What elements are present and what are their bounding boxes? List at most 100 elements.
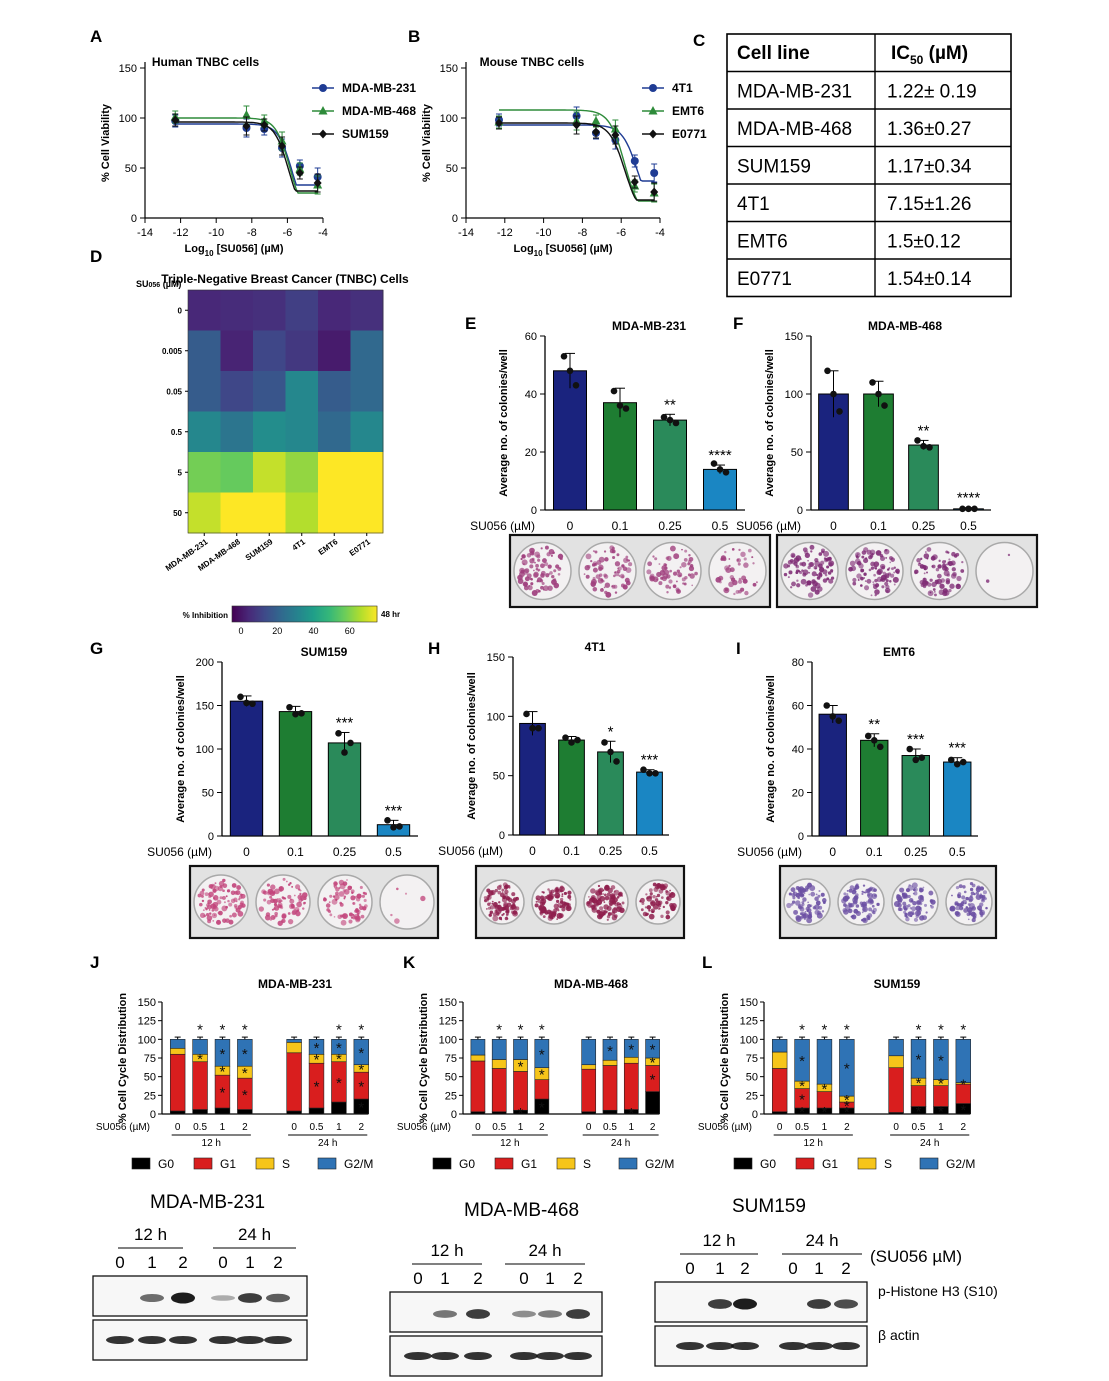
replicate-point [722, 469, 730, 476]
legend-label: G1 [220, 1157, 236, 1171]
legend-swatch [919, 1157, 939, 1170]
table-border [726, 33, 1012, 298]
colorbar-segment [369, 606, 371, 622]
colorbar-segment [350, 606, 352, 622]
colony [789, 892, 792, 896]
significance: * [242, 1021, 248, 1038]
segment-G0 [491, 1111, 507, 1115]
colony [560, 885, 564, 890]
replicate-point [875, 390, 882, 398]
chart-G: SUM159 0 50 100 150 200 Average no. of colonie… [147, 645, 440, 940]
colony [273, 916, 276, 919]
colony [796, 579, 799, 582]
colony [585, 574, 590, 579]
colony [592, 576, 596, 580]
colony [343, 889, 350, 895]
colony [864, 580, 867, 582]
colorbar-segment [263, 606, 265, 622]
colony [542, 588, 545, 591]
legend-label: G0 [459, 1157, 475, 1171]
blot-dose-label: (SU056 µM) [870, 1247, 962, 1266]
colony [889, 561, 892, 564]
colony [965, 896, 969, 901]
y-axis-label: Average no. of colonies/well [764, 349, 776, 497]
colony [612, 555, 616, 560]
replicate-point [610, 387, 618, 395]
colony [291, 885, 294, 888]
x-axis-label: SU056 (µM) [96, 1122, 150, 1133]
colorbar-tick: 60 [345, 626, 355, 636]
colony [971, 907, 974, 910]
colony [552, 911, 557, 916]
panel-label-L: L [702, 953, 712, 972]
x-tick-label: 1 [938, 1122, 944, 1133]
colony [795, 914, 801, 921]
colorbar-segment [330, 606, 332, 622]
colony [556, 918, 558, 920]
colorbar-segment [287, 606, 289, 622]
significance: * [960, 1021, 966, 1038]
colony [810, 891, 816, 897]
blot-lane-label: 2 [473, 1269, 482, 1288]
colony [787, 576, 790, 579]
y-tick-label: 150 [138, 997, 156, 1009]
segment-G0 [308, 1107, 325, 1115]
colony [217, 885, 224, 892]
colony [874, 567, 878, 570]
colony [961, 560, 964, 564]
y-tick-label: 150 [785, 331, 803, 343]
colony [968, 898, 973, 903]
heatmap-cell [188, 411, 221, 453]
colony [929, 591, 932, 594]
chart-title: MDA-MB-231 [258, 977, 332, 991]
colony [747, 548, 752, 553]
colony [870, 594, 873, 597]
colorbar-segment [367, 606, 369, 622]
colony [955, 552, 960, 557]
colony [342, 913, 348, 919]
y-tick-label: 100 [138, 1034, 156, 1046]
heatmap-cell [253, 411, 286, 453]
blot-time-label: 12 h [430, 1241, 463, 1260]
blot-lane-label: 2 [573, 1269, 582, 1288]
significance: * [314, 1079, 320, 1096]
legend-label-MDA-MB-231: MDA-MB-231 [342, 81, 416, 95]
colony [396, 887, 399, 891]
colony [222, 889, 225, 893]
colony [679, 566, 682, 569]
colony [504, 889, 509, 895]
data-point-E0771 [572, 120, 581, 130]
colony [869, 899, 874, 904]
colony [362, 906, 367, 911]
replicate-point [953, 760, 961, 768]
colony [648, 888, 653, 893]
table-C: Cell line IC50 (µM) MDA-MB-231 1.22± 0.19 MD… [726, 33, 1012, 298]
y-tick-label: 200 [196, 657, 214, 669]
colony [542, 907, 547, 912]
colony [827, 571, 832, 575]
colony [666, 555, 672, 561]
colony [236, 885, 242, 891]
colorbar-segment [338, 606, 340, 622]
replicate-point [906, 745, 914, 753]
colony [347, 885, 352, 891]
y-axis-label: Average no. of colonies/well [765, 675, 777, 823]
colony [807, 592, 814, 598]
colorbar-segment [268, 606, 270, 622]
heatmap-cell [318, 452, 351, 493]
heatmap-cell [318, 330, 351, 372]
colony [909, 907, 912, 910]
heatmap-cell [220, 411, 254, 453]
colony [648, 913, 655, 920]
segment-G0 [581, 1111, 597, 1115]
colony [669, 569, 672, 573]
band-pH3 [171, 1292, 195, 1304]
heatmap-cell [285, 452, 319, 493]
band-pH3 [512, 1310, 536, 1318]
y-tick-label: 150 [439, 997, 457, 1009]
colony [911, 882, 918, 889]
colony [926, 571, 929, 574]
colony [664, 569, 670, 575]
colony [826, 577, 830, 581]
